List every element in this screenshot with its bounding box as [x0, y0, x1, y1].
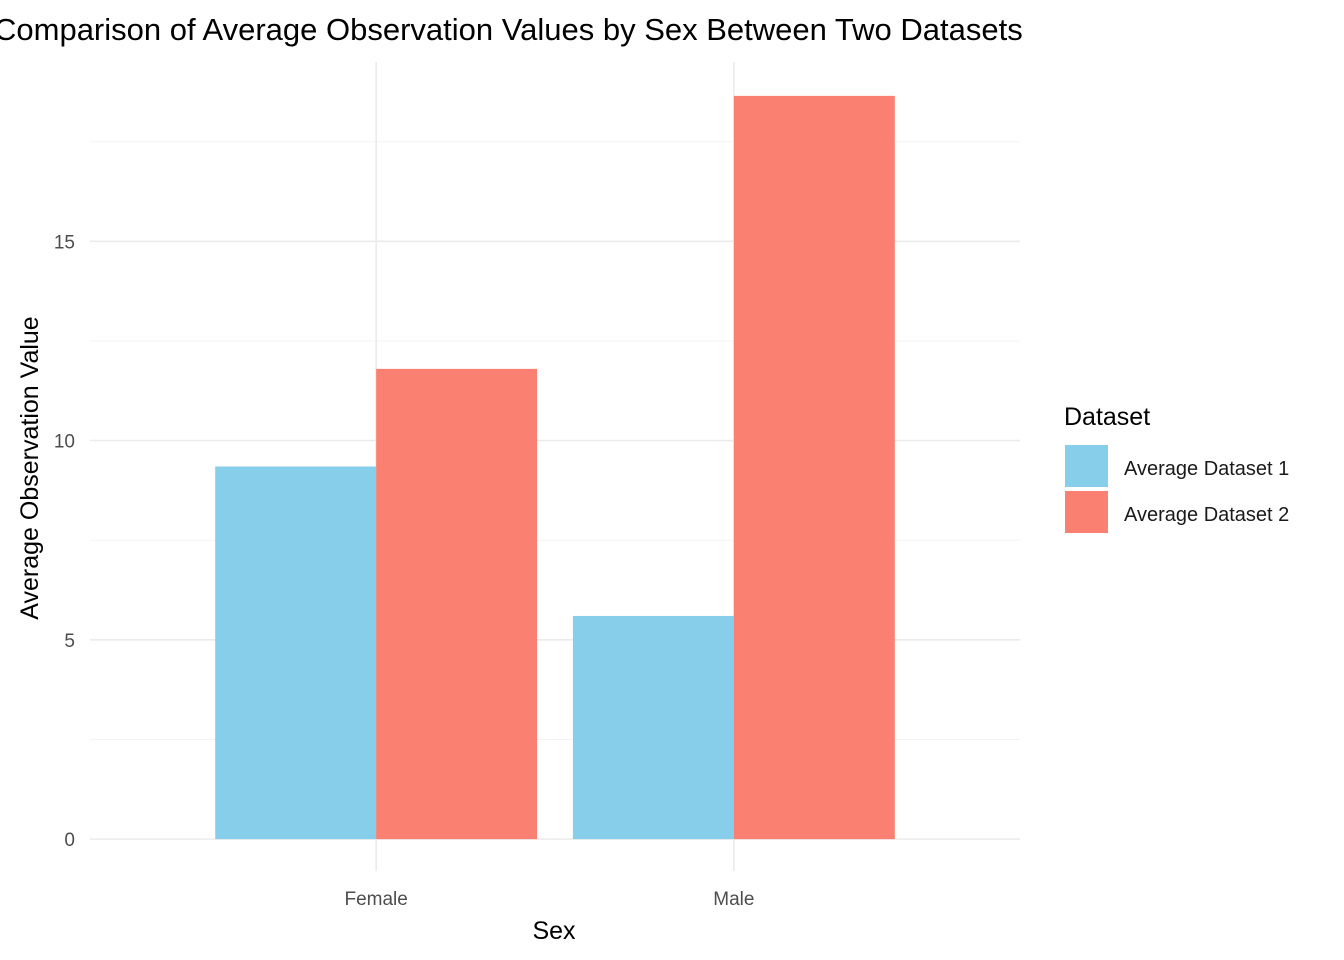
legend-key: [1065, 491, 1108, 533]
x-tick-label: Female: [344, 889, 407, 910]
y-tick-label: 5: [64, 631, 75, 652]
legend-key: [1065, 445, 1108, 487]
y-axis-title: Average Observation Value: [16, 316, 44, 619]
bar: [376, 368, 538, 840]
x-axis-title: Sex: [532, 917, 576, 945]
bars: [215, 95, 895, 840]
legend-title: Dataset: [1064, 403, 1150, 431]
y-tick-label: 10: [54, 432, 75, 453]
bar: [733, 95, 895, 840]
bar: [572, 615, 734, 840]
y-tick-label: 0: [64, 830, 75, 851]
x-tick-label: Male: [713, 889, 754, 910]
chart-title: Comparison of Average Observation Values…: [0, 12, 1023, 47]
legend-label: Average Dataset 1: [1124, 458, 1289, 480]
y-tick-label: 15: [54, 232, 75, 253]
bar: [215, 466, 377, 840]
legend: Dataset Average Dataset 1 Average Dataset…: [1064, 403, 1289, 533]
legend-label: Average Dataset 2: [1124, 504, 1289, 526]
y-tick-labels: 0 5 10 15: [54, 232, 75, 851]
x-tick-labels: Female Male: [344, 889, 754, 910]
